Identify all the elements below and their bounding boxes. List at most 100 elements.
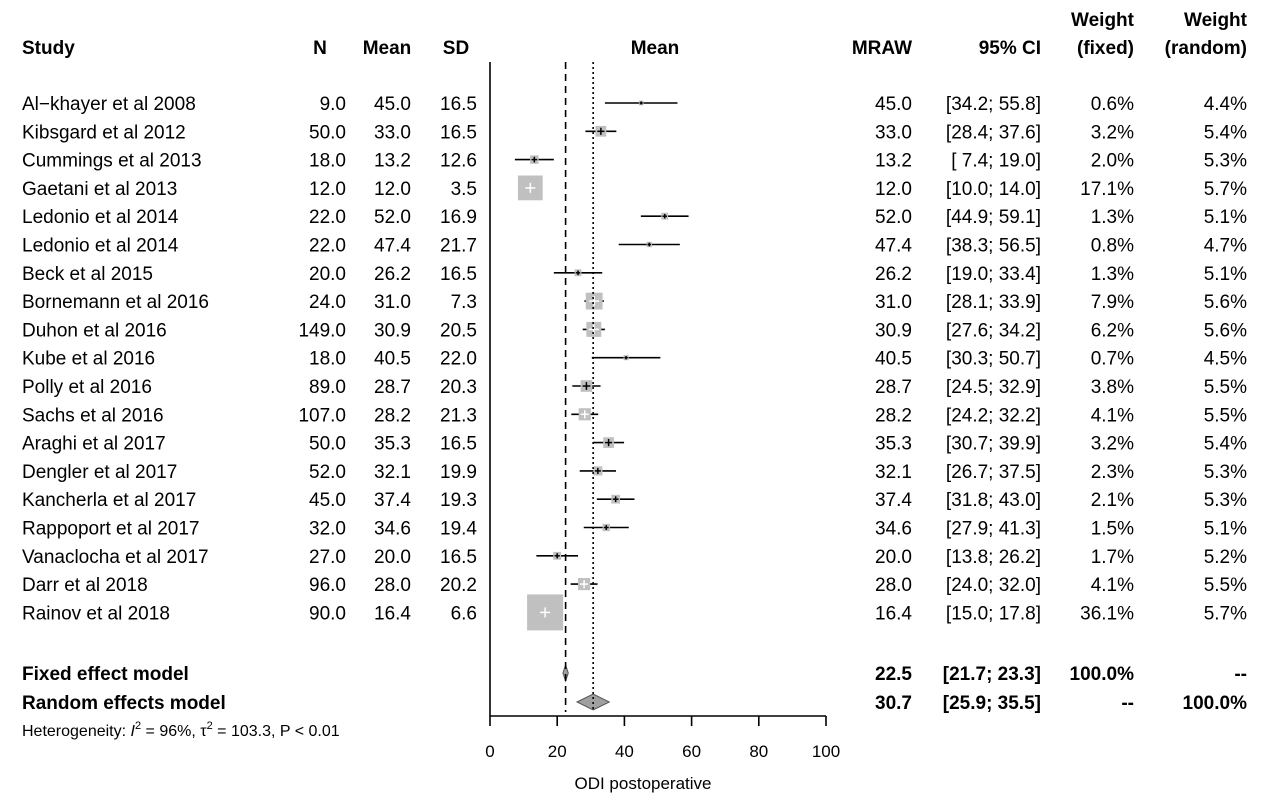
study-n: 50.0 bbox=[309, 434, 346, 455]
study-ci: [24.2; 32.2] bbox=[946, 405, 1041, 426]
study-weight-random: 5.3% bbox=[1204, 462, 1247, 483]
header-weight-random-1: Weight bbox=[1184, 10, 1248, 31]
study-name: Darr et al 2018 bbox=[22, 575, 148, 596]
summary-name: Fixed effect model bbox=[22, 664, 189, 685]
study-weight-random: 4.4% bbox=[1204, 94, 1247, 115]
table-row: Rainov et al 2018 90.0 16.4 6.6 16.4 [15.0; 1… bbox=[22, 603, 1247, 624]
study-mean: 40.5 bbox=[374, 349, 411, 370]
x-tick-label: 20 bbox=[548, 742, 567, 761]
het-i2-symbol: I bbox=[131, 723, 136, 740]
study-name: Duhon et al 2016 bbox=[22, 320, 167, 341]
study-n: 22.0 bbox=[309, 207, 346, 228]
study-mean: 28.2 bbox=[374, 405, 411, 426]
table-row: Bornemann et al 2016 24.0 31.0 7.3 31.0 [28.1… bbox=[22, 292, 1247, 313]
study-weight-fixed: 4.1% bbox=[1091, 575, 1134, 596]
table-row: Vanaclocha et al 2017 27.0 20.0 16.5 20.0 [13… bbox=[22, 547, 1247, 568]
study-sd: 16.9 bbox=[440, 207, 477, 228]
x-axis: 0 20 40 60 80 100 ODI postoperative bbox=[485, 715, 840, 793]
table-row: Rappoport et al 2017 32.0 34.6 19.4 34.6 [27.… bbox=[22, 519, 1247, 540]
table-row: Al−khayer et al 2008 9.0 45.0 16.5 45.0 [34.2… bbox=[22, 94, 1247, 115]
table-row: Ledonio et al 2014 22.0 52.0 16.9 52.0 [44.9;… bbox=[22, 207, 1247, 228]
summary-ci: [21.7; 23.3] bbox=[943, 664, 1041, 685]
table-row: Cummings et al 2013 18.0 13.2 12.6 13.2 [ 7.4… bbox=[22, 151, 1247, 172]
study-weight-random: 5.6% bbox=[1204, 320, 1247, 341]
study-sd: 6.6 bbox=[451, 603, 477, 624]
study-name: Bornemann et al 2016 bbox=[22, 292, 209, 313]
study-weight-random: 5.1% bbox=[1204, 519, 1247, 540]
study-sd: 20.2 bbox=[440, 575, 477, 596]
study-ci: [ 7.4; 19.0] bbox=[951, 151, 1041, 172]
study-weight-random: 4.5% bbox=[1204, 349, 1247, 370]
study-mraw: 20.0 bbox=[875, 547, 912, 568]
study-mean: 31.0 bbox=[374, 292, 411, 313]
x-tick-label: 0 bbox=[485, 742, 494, 761]
study-weight-fixed: 7.9% bbox=[1091, 292, 1134, 313]
study-weight-fixed: 0.6% bbox=[1091, 94, 1134, 115]
study-weight-fixed: 1.3% bbox=[1091, 264, 1134, 285]
study-name: Vanaclocha et al 2017 bbox=[22, 547, 209, 568]
column-headers: Study N Mean SD Mean MRAW 95% CI Weight … bbox=[22, 10, 1248, 59]
study-weight-random: 5.5% bbox=[1204, 377, 1247, 398]
study-weight-random: 5.6% bbox=[1204, 292, 1247, 313]
study-mean: 30.9 bbox=[374, 320, 411, 341]
table-row: Darr et al 2018 96.0 28.0 20.2 28.0 [24.0; 32… bbox=[22, 575, 1247, 596]
table-row: Beck et al 2015 20.0 26.2 16.5 26.2 [19.0; 33… bbox=[22, 264, 1247, 285]
study-ci: [44.9; 59.1] bbox=[946, 207, 1041, 228]
study-sd: 19.9 bbox=[440, 462, 477, 483]
study-sd: 19.3 bbox=[440, 490, 477, 511]
study-ci: [34.2; 55.8] bbox=[946, 94, 1041, 115]
study-n: 12.0 bbox=[309, 179, 346, 200]
study-weight-fixed: 2.0% bbox=[1091, 151, 1134, 172]
study-mraw: 26.2 bbox=[875, 264, 912, 285]
study-n: 50.0 bbox=[309, 122, 346, 143]
study-mean: 28.7 bbox=[374, 377, 411, 398]
table-row: Dengler et al 2017 52.0 32.1 19.9 32.1 [26.7;… bbox=[22, 462, 1247, 483]
summary-row: Fixed effect model 22.5 [21.7; 23.3] 100.0%… bbox=[22, 664, 1247, 685]
study-weight-random: 5.3% bbox=[1204, 151, 1247, 172]
study-ci: [30.3; 50.7] bbox=[946, 349, 1041, 370]
study-ci: [15.0; 17.8] bbox=[946, 603, 1041, 624]
study-n: 20.0 bbox=[309, 264, 346, 285]
study-n: 90.0 bbox=[309, 603, 346, 624]
study-mean: 52.0 bbox=[374, 207, 411, 228]
table-row: Sachs et al 2016 107.0 28.2 21.3 28.2 [24.2; … bbox=[22, 405, 1247, 426]
study-n: 45.0 bbox=[309, 490, 346, 511]
header-weight-random-2: (random) bbox=[1165, 38, 1247, 59]
study-mraw: 35.3 bbox=[875, 434, 912, 455]
study-mean: 32.1 bbox=[374, 462, 411, 483]
study-weight-fixed: 4.1% bbox=[1091, 405, 1134, 426]
study-name: Ledonio et al 2014 bbox=[22, 236, 179, 257]
table-row: Ledonio et al 2014 22.0 47.4 21.7 47.4 [38.3;… bbox=[22, 236, 1247, 257]
study-mraw: 30.9 bbox=[875, 320, 912, 341]
study-sd: 22.0 bbox=[440, 349, 477, 370]
study-mean: 33.0 bbox=[374, 122, 411, 143]
study-weight-fixed: 3.2% bbox=[1091, 434, 1134, 455]
study-name: Polly et al 2016 bbox=[22, 377, 152, 398]
study-n: 96.0 bbox=[309, 575, 346, 596]
table-row: Araghi et al 2017 50.0 35.3 16.5 35.3 [30.7; … bbox=[22, 434, 1247, 455]
study-n: 24.0 bbox=[309, 292, 346, 313]
study-name: Al−khayer et al 2008 bbox=[22, 94, 196, 115]
study-weight-fixed: 0.8% bbox=[1091, 236, 1134, 257]
table-row: Kancherla et al 2017 45.0 37.4 19.3 37.4 [31.… bbox=[22, 490, 1247, 511]
study-mean: 26.2 bbox=[374, 264, 411, 285]
study-weight-random: 4.7% bbox=[1204, 236, 1247, 257]
study-mean: 13.2 bbox=[374, 151, 411, 172]
header-mean: Mean bbox=[363, 38, 412, 59]
summary-row: Random effects model 30.7 [25.9; 35.5] -- 10… bbox=[22, 693, 1247, 714]
study-weight-fixed: 36.1% bbox=[1080, 603, 1134, 624]
study-n: 9.0 bbox=[320, 94, 346, 115]
x-axis-label: ODI postoperative bbox=[574, 774, 711, 793]
study-weight-random: 5.7% bbox=[1204, 179, 1247, 200]
study-ci: [30.7; 39.9] bbox=[946, 434, 1041, 455]
het-prefix: Heterogeneity: bbox=[22, 723, 131, 740]
x-tick-label: 80 bbox=[749, 742, 768, 761]
study-weight-fixed: 17.1% bbox=[1080, 179, 1134, 200]
het-tau-value: = 103.3, P < 0.01 bbox=[213, 723, 340, 740]
study-weight-random: 5.1% bbox=[1204, 264, 1247, 285]
study-mraw: 13.2 bbox=[875, 151, 912, 172]
study-sd: 7.3 bbox=[451, 292, 477, 313]
study-mraw: 34.6 bbox=[875, 519, 912, 540]
study-ci: [13.8; 26.2] bbox=[946, 547, 1041, 568]
table-row: Kibsgard et al 2012 50.0 33.0 16.5 33.0 [28.4… bbox=[22, 122, 1247, 143]
